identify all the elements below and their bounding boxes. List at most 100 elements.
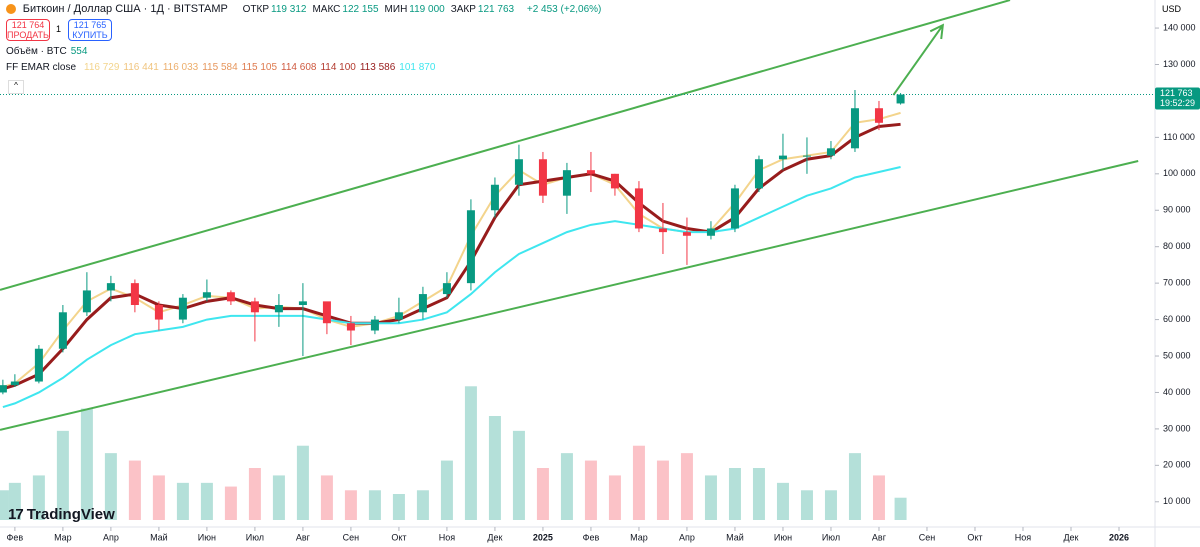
- btc-icon: [6, 4, 16, 15]
- ema-value: 115 105: [241, 62, 278, 73]
- channel-line: [0, 160, 1139, 431]
- candle-body: [538, 159, 547, 196]
- buy-price: 121 765: [73, 20, 107, 30]
- candle-body: [634, 188, 643, 229]
- volume-bar: [894, 497, 907, 520]
- volume-bar: [56, 430, 69, 520]
- volume-bar: [752, 468, 765, 520]
- sell-button[interactable]: 121 764 ПРОДАТЬ: [6, 19, 50, 41]
- y-tick-label: 110 000: [1163, 132, 1195, 142]
- volume-bar: [512, 430, 525, 520]
- candle-body: [202, 292, 211, 298]
- ema-value: 113 586: [359, 62, 396, 73]
- ema-value: 114 100: [320, 62, 356, 73]
- ohlc-value: 119 312: [271, 4, 307, 15]
- x-tick-label: Ноя: [1015, 532, 1032, 542]
- y-tick-label: 140 000: [1163, 22, 1196, 32]
- x-tick-label: Дек: [1063, 532, 1078, 542]
- volume-bar: [464, 386, 477, 520]
- volume-bar: [8, 482, 21, 520]
- x-tick-label: Апр: [103, 532, 119, 542]
- candle-body: [298, 301, 307, 306]
- volume-bar: [200, 482, 213, 520]
- candle-body: [778, 155, 787, 160]
- x-tick-label: Июн: [774, 532, 792, 542]
- volume-bar: [560, 453, 573, 520]
- brand: 17 TradingView: [8, 506, 115, 523]
- candle-body: [730, 188, 739, 229]
- x-tick-label: Мар: [630, 532, 648, 542]
- y-tick-label: 80 000: [1163, 241, 1191, 251]
- volume-bar: [272, 475, 285, 520]
- x-tick-label: Апр: [679, 532, 695, 542]
- ohlc-label: МАКС: [312, 4, 341, 15]
- y-tick-label: 20 000: [1163, 460, 1191, 470]
- ema-value: 116 729: [84, 62, 120, 73]
- x-tick-label: Май: [150, 532, 168, 542]
- ema-line: [2, 166, 901, 408]
- candle-body: [10, 381, 19, 386]
- candle-body: [250, 301, 259, 313]
- volume-bar: [704, 475, 717, 520]
- buy-button[interactable]: 121 765 КУПИТЬ: [68, 19, 112, 41]
- channel-line: [0, 0, 1011, 291]
- x-tick-label: Сен: [919, 532, 936, 542]
- volume-bar: [392, 494, 405, 520]
- candle-body: [178, 297, 187, 320]
- x-tick-label: Июл: [822, 532, 840, 542]
- volume-bar: [824, 490, 837, 520]
- title: Биткоин / Доллар США · 1Д · BITSTAMP: [22, 3, 228, 15]
- volume-bar: [80, 408, 93, 520]
- ema-line: [2, 122, 901, 391]
- ema-values: 116 729 116 441 116 033 115 584 115 105 114 6…: [84, 62, 439, 73]
- y-tick-label: 90 000: [1163, 205, 1191, 215]
- candle-body: [896, 94, 905, 104]
- volume-bar: [776, 482, 789, 520]
- ema-value: 114 608: [281, 62, 317, 73]
- collapse-button[interactable]: ^: [8, 80, 24, 94]
- candle-body: [754, 159, 763, 189]
- x-tick-label: Авг: [296, 532, 311, 542]
- volume-bar: [176, 482, 189, 520]
- volume-name: Объём · BTC: [6, 46, 67, 57]
- candle-body: [418, 294, 427, 313]
- arrow-head: [929, 23, 945, 40]
- candle-body: [0, 385, 7, 393]
- candle-body: [586, 170, 595, 174]
- x-tick-label: Июн: [198, 532, 216, 542]
- ohlc-value: 121 763: [477, 4, 515, 15]
- sell-price: 121 764: [11, 20, 45, 30]
- x-tick-label: Мар: [54, 532, 72, 542]
- last-price-label: 121 763: [1160, 88, 1193, 98]
- x-tick-label: Фев: [7, 532, 24, 542]
- ema-value: 101 870: [399, 62, 436, 73]
- candle-body: [130, 283, 139, 306]
- volume-bar: [224, 486, 237, 520]
- volume-bar: [728, 468, 741, 520]
- volume-bar: [632, 445, 645, 520]
- volume-bar: [248, 468, 261, 520]
- volume-bar: [608, 475, 621, 520]
- y-tick-label: 40 000: [1163, 387, 1191, 397]
- brand-text: TradingView: [26, 506, 115, 523]
- candle-body: [34, 348, 43, 382]
- x-tick-label: Фев: [583, 532, 600, 542]
- volume-legend: Объём · BTC 554: [6, 46, 91, 57]
- volume-bar: [488, 416, 501, 520]
- ema-name: FF EMAR close: [6, 62, 77, 73]
- y-tick-label: 10 000: [1163, 496, 1191, 506]
- candle-body: [562, 170, 571, 196]
- candle-body: [322, 301, 331, 324]
- header: Биткоин / Доллар США · 1Д · BITSTAMP ОТК…: [6, 3, 605, 15]
- volume-bar: [584, 460, 597, 520]
- currency: USD: [1162, 4, 1182, 14]
- candle-body: [706, 228, 715, 236]
- candle-body: [802, 155, 811, 157]
- last-price-box: [1155, 87, 1200, 110]
- sell-label: ПРОДАТЬ: [7, 30, 49, 40]
- volume-bar: [0, 490, 9, 520]
- x-tick-label: Ноя: [439, 532, 456, 542]
- x-tick-label: Сен: [343, 532, 360, 542]
